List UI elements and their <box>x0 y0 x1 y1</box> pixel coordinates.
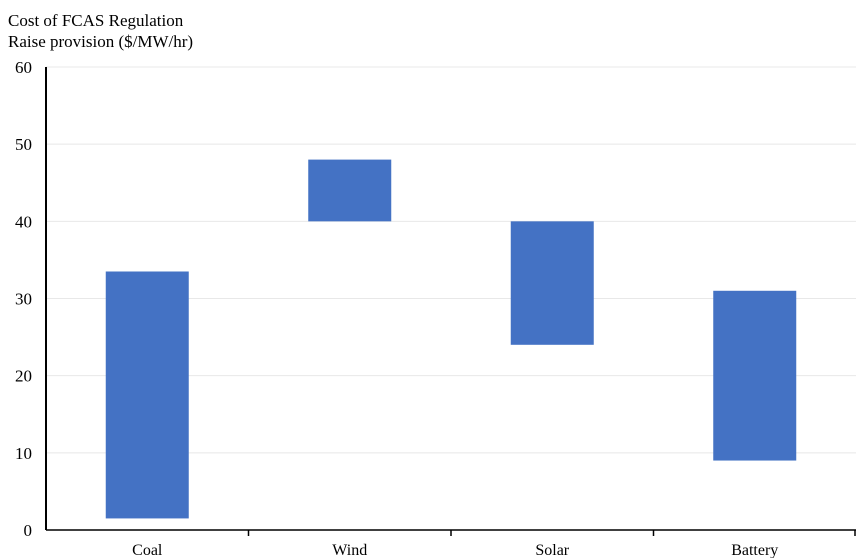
y-tick-label: 10 <box>15 444 32 463</box>
x-category-label: Coal <box>132 542 163 558</box>
y-tick-label: 50 <box>15 135 32 154</box>
y-tick-label: 0 <box>24 521 33 540</box>
x-category-label: Solar <box>535 542 569 558</box>
y-tick-label: 60 <box>15 58 32 77</box>
y-axis-label-line-2: Raise provision ($/MW/hr) <box>8 32 194 51</box>
bar-solar <box>510 221 594 345</box>
y-axis-label-line-1: Cost of FCAS Regulation <box>8 11 184 30</box>
y-tick-label: 30 <box>15 290 32 309</box>
x-category-label: Battery <box>731 542 778 558</box>
bar-coal <box>105 271 189 519</box>
y-axis-label: Cost of FCAS Regulation Raise provision … <box>8 10 193 52</box>
x-category-label: Wind <box>332 542 367 558</box>
tick-labels: 0 10 20 30 40 50 60 Coal Wind Solar Battery <box>15 58 778 558</box>
bar-battery <box>713 290 797 461</box>
y-tick-label: 20 <box>15 367 32 386</box>
y-tick-label: 40 <box>15 212 32 231</box>
axes <box>45 67 856 536</box>
bar-wind <box>308 159 392 222</box>
bars <box>105 159 797 519</box>
